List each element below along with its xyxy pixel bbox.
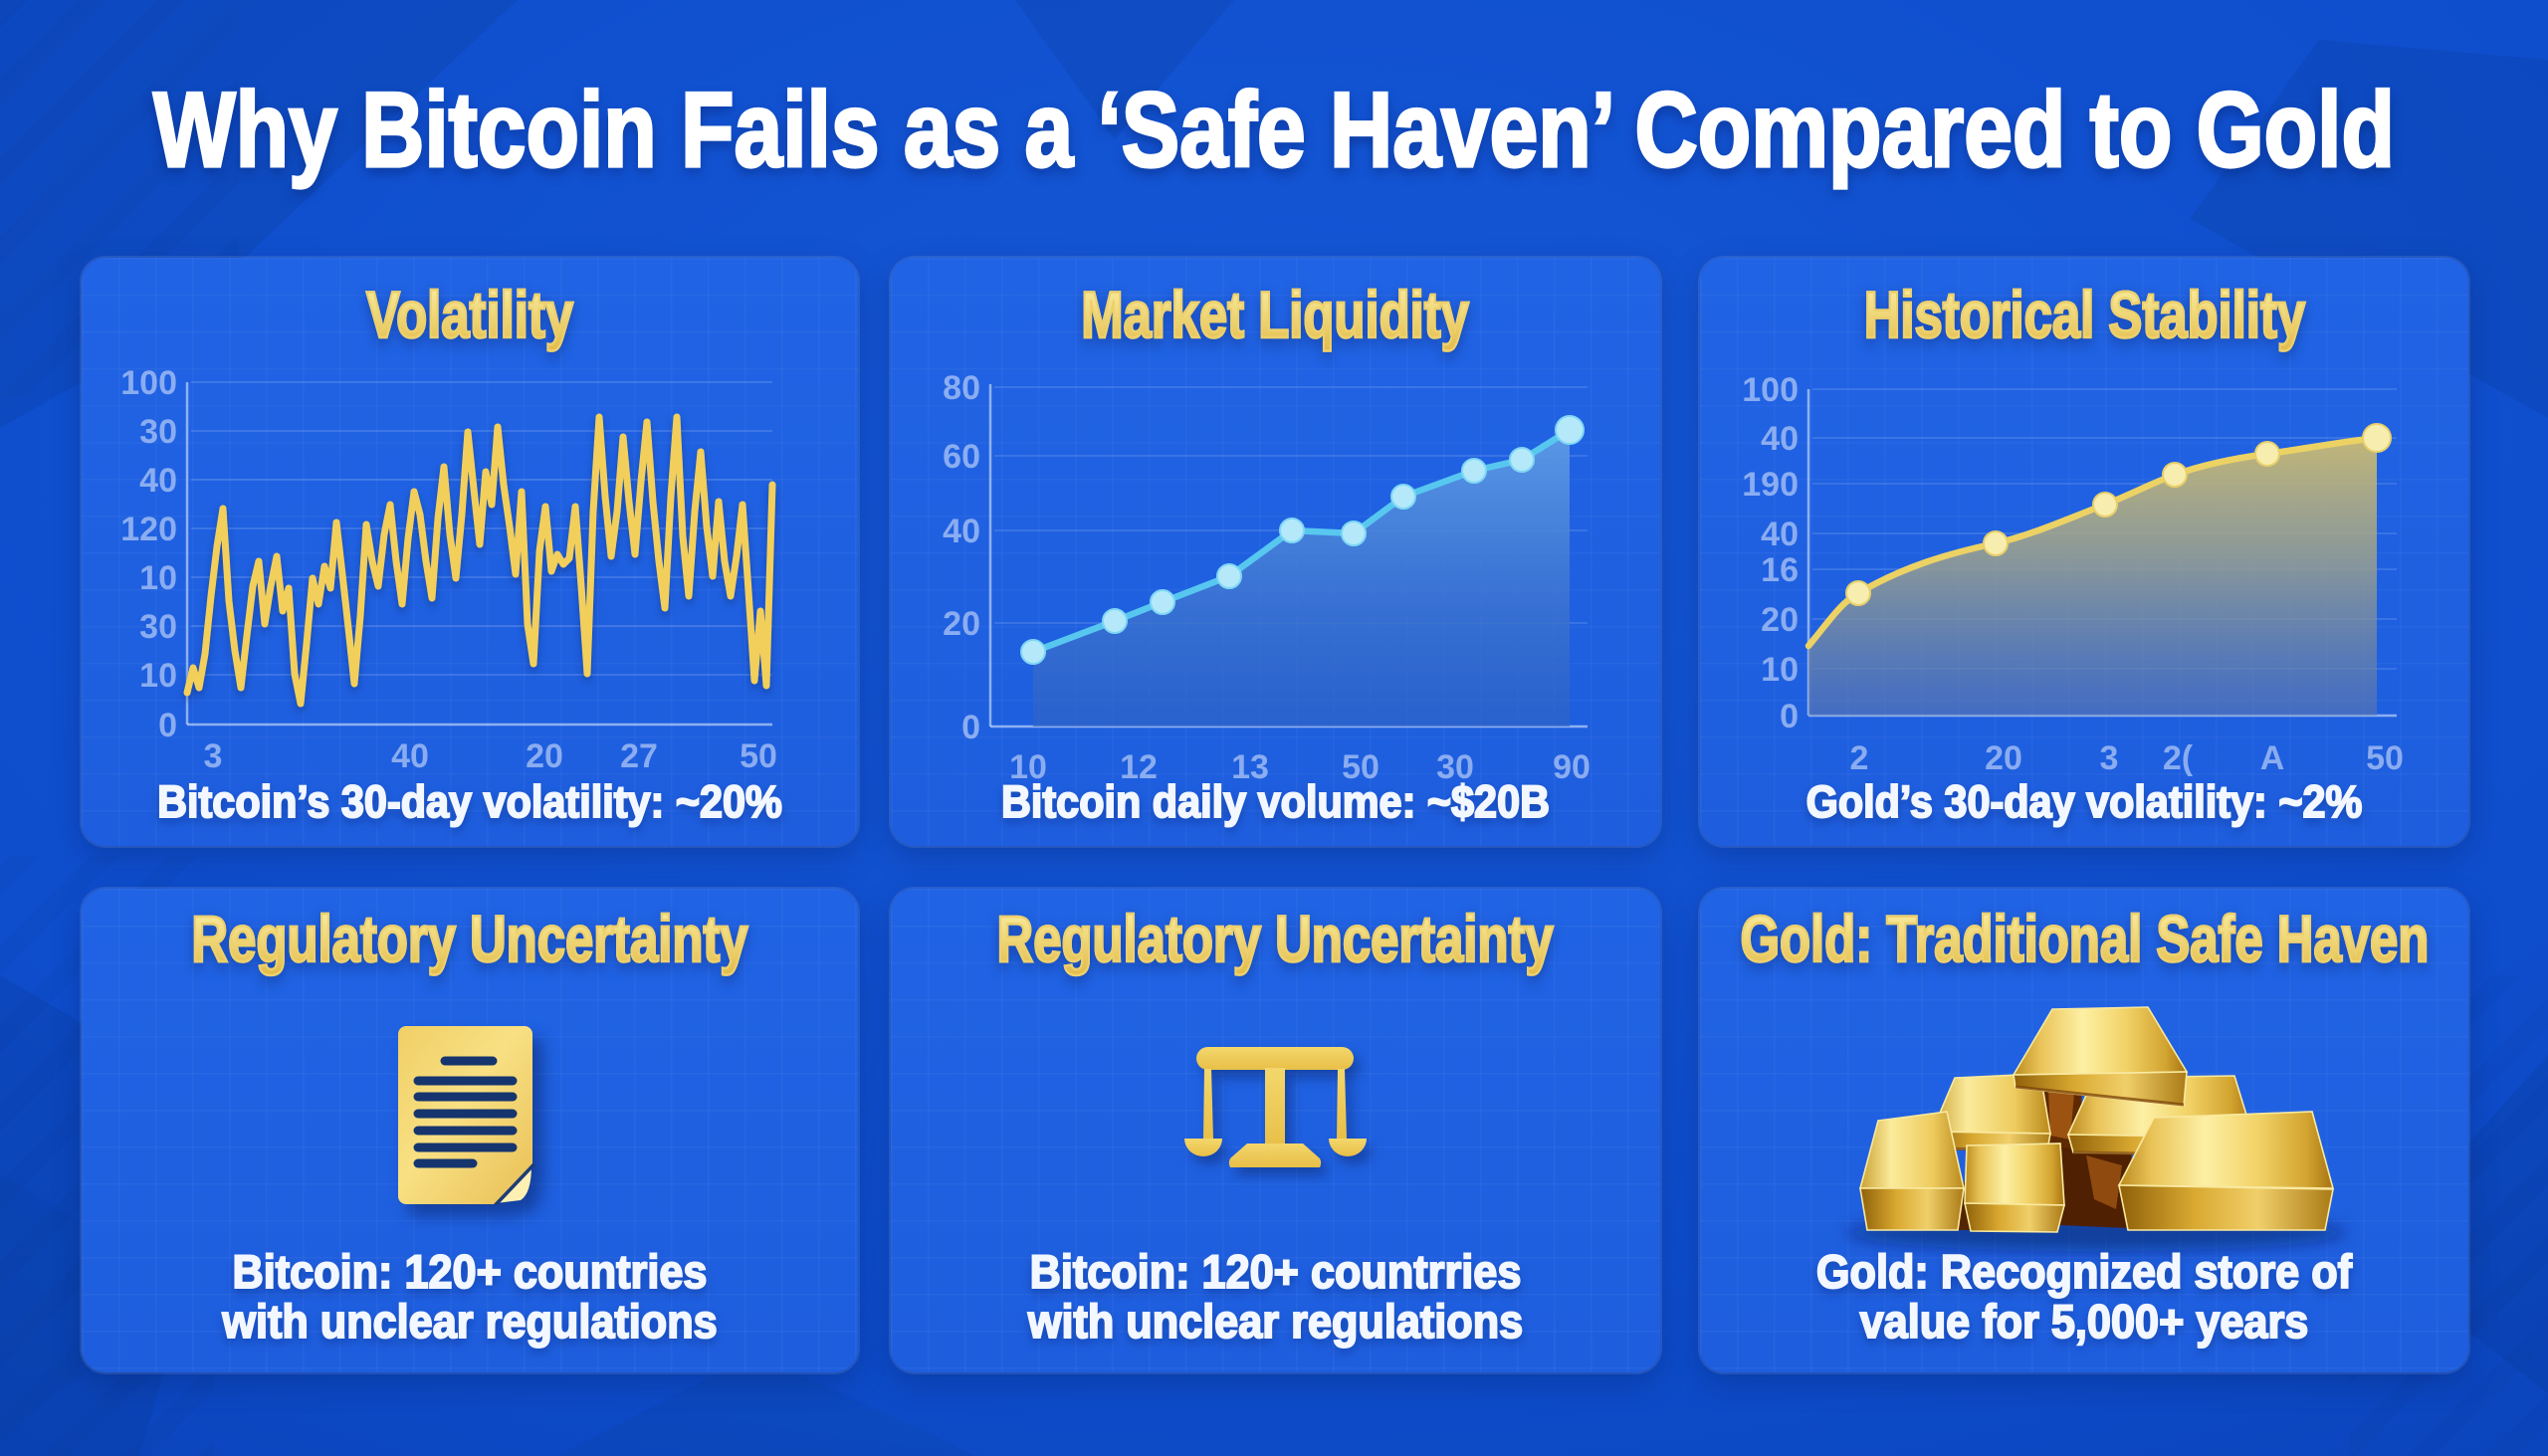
svg-text:10: 10 [1761,651,1799,689]
svg-text:30: 30 [1436,748,1474,786]
svg-text:20: 20 [1985,739,2022,777]
svg-text:27: 27 [620,737,658,775]
svg-text:40: 40 [943,513,980,550]
svg-text:40: 40 [139,462,177,500]
svg-text:2: 2 [1850,739,1869,777]
svg-text:3: 3 [2100,739,2119,777]
svg-text:3: 3 [204,737,223,775]
svg-text:50: 50 [2366,739,2404,777]
svg-text:0: 0 [1780,698,1799,735]
svg-text:100: 100 [1742,371,1799,409]
svg-text:90: 90 [1553,748,1591,786]
svg-text:20: 20 [1761,601,1799,639]
svg-text:50: 50 [740,737,777,775]
svg-text:0: 0 [158,707,177,744]
svg-text:50: 50 [1342,748,1380,786]
svg-text:40: 40 [391,737,429,775]
svg-text:0: 0 [961,709,980,746]
svg-text:16: 16 [1761,551,1799,589]
svg-text:30: 30 [139,413,177,451]
svg-text:40: 40 [1761,516,1799,553]
svg-text:20: 20 [526,737,563,775]
svg-text:120: 120 [120,511,177,548]
svg-text:13: 13 [1231,748,1269,786]
svg-text:190: 190 [1742,466,1799,504]
svg-text:40: 40 [1761,420,1799,458]
svg-text:80: 80 [943,369,980,407]
svg-text:10: 10 [139,559,177,597]
svg-text:12: 12 [1120,748,1158,786]
svg-text:20: 20 [943,605,980,643]
svg-text:30: 30 [139,608,177,646]
svg-text:10: 10 [1009,748,1047,786]
svg-text:A: A [2260,739,2285,777]
svg-text:2(: 2( [2163,739,2194,777]
svg-text:100: 100 [120,364,177,402]
svg-text:10: 10 [139,657,177,695]
svg-text:60: 60 [943,438,980,476]
